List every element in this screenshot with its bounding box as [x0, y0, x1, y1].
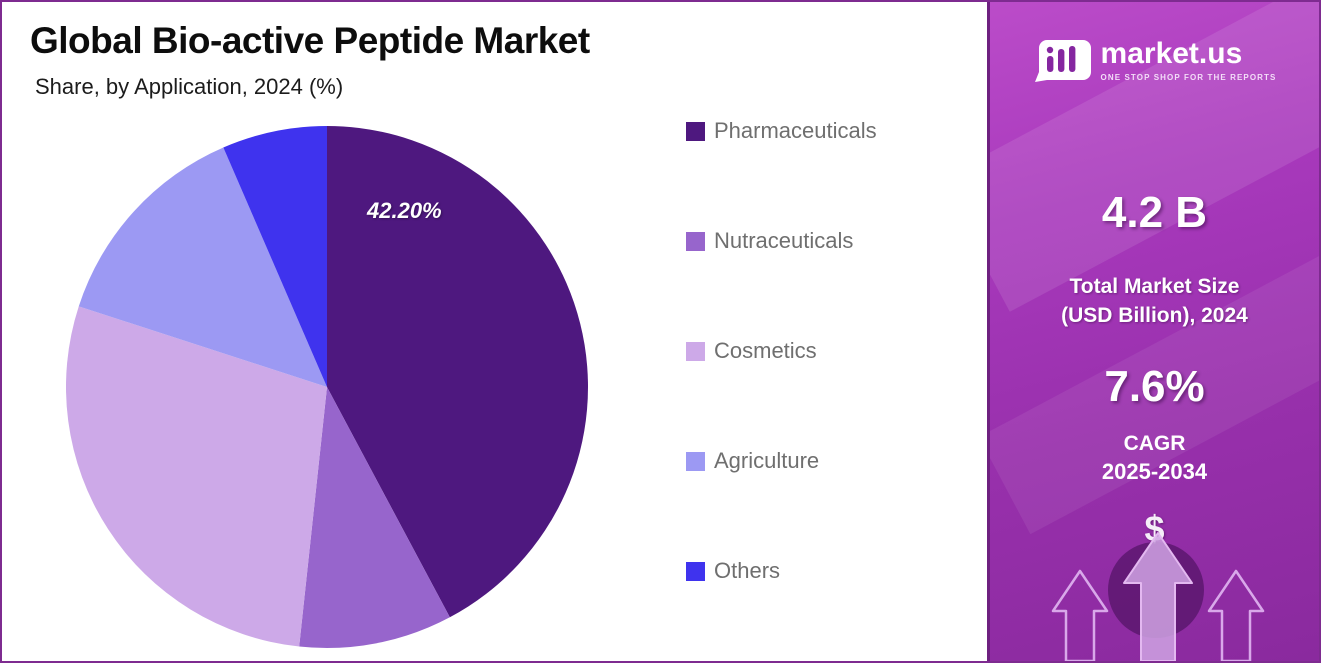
legend-swatch-nutraceuticals [686, 231, 705, 251]
market-size-label: Total Market Size (USD Billion), 2024 [990, 272, 1319, 331]
pie-chart [62, 122, 592, 652]
legend-label-pharmaceuticals: Pharmaceuticals [714, 118, 877, 143]
cagr-label: CAGR [1123, 432, 1186, 455]
pie-slice-nutraceuticals [299, 387, 450, 648]
legend: Pharmaceuticals Nutraceuticals Cosmetics… [686, 118, 877, 661]
legend-swatch-pharmaceuticals [686, 121, 705, 141]
pie-slice-cosmetics [65, 306, 327, 647]
legend-item-others: Others [686, 558, 877, 584]
page-title: Global Bio-active Peptide Market [30, 20, 590, 61]
market-size-label-line1: Total Market Size [1069, 275, 1240, 298]
market-size-label-line2: (USD Billion), 2024 [1061, 304, 1248, 328]
legend-label-cosmetics: Cosmetics [714, 338, 817, 363]
legend-swatch-others [686, 561, 705, 581]
pie-slice-others [223, 126, 327, 387]
legend-label-others: Others [714, 558, 781, 583]
marketus-logo: market.us ONE STOP SHOP FOR THE REPORTS [990, 38, 1319, 82]
marketus-logo-text: market.us ONE STOP SHOP FOR THE REPORTS [1101, 38, 1277, 82]
cagr-value: 7.6% [1104, 362, 1205, 411]
legend-item-pharmaceuticals: Pharmaceuticals [686, 118, 877, 144]
legend-swatch-cosmetics [686, 341, 705, 361]
legend-item-nutraceuticals: Nutraceuticals [686, 228, 877, 254]
brand-name: market.us [1100, 37, 1243, 71]
cagr-period: 2025-2034 [1101, 459, 1208, 484]
legend-item-agriculture: Agriculture [686, 448, 877, 474]
legend-swatch-agriculture [686, 451, 705, 471]
brand-panel: market.us ONE STOP SHOP FOR THE REPORTS … [987, 2, 1319, 661]
pie-slice-agriculture [78, 147, 327, 387]
chart-subtitle: Share, by Application, 2024 (%) [35, 74, 344, 99]
pie-slice-data-label: 42.20% [367, 198, 442, 223]
marketus-logo-icon [1034, 40, 1091, 82]
legend-label-nutraceuticals: Nutraceuticals [714, 228, 854, 253]
pie-slice-pharmaceuticals [327, 126, 588, 618]
legend-item-cosmetics: Cosmetics [686, 338, 877, 364]
pie-chart-svg [65, 126, 588, 648]
chart-panel: Global Bio-active Peptide Market Share, … [2, 2, 987, 661]
legend-label-agriculture: Agriculture [714, 448, 820, 473]
market-size-value: 4.2 B [1101, 188, 1208, 237]
growth-arrows-icon [1051, 532, 1265, 661]
brand-tagline: ONE STOP SHOP FOR THE REPORTS [1100, 72, 1277, 82]
